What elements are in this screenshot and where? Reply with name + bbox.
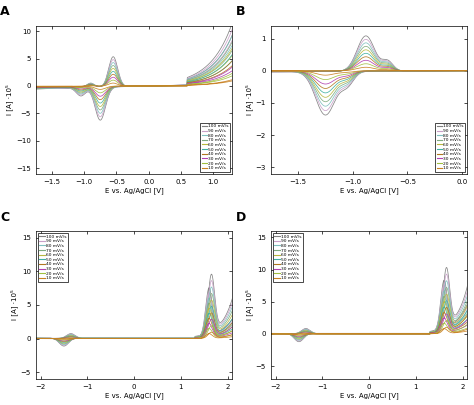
Text: D: D [236,211,246,224]
Legend: 100 mV/s, 90 mV/s, 80 mV/s, 70 mV/s, 60 mV/s, 50 mV/s, 40 mV/s, 30 mV/s, 20 mV/s: 100 mV/s, 90 mV/s, 80 mV/s, 70 mV/s, 60 … [436,123,465,172]
Y-axis label: I [A] ·10⁵: I [A] ·10⁵ [6,84,13,115]
X-axis label: E vs. Ag/AgCl [V]: E vs. Ag/AgCl [V] [340,188,399,194]
Text: A: A [0,5,10,18]
Y-axis label: I [A] ·10⁵: I [A] ·10⁵ [245,84,253,115]
Legend: 100 mV/s, 90 mV/s, 80 mV/s, 70 mV/s, 60 mV/s, 50 mV/s, 40 mV/s, 30 mV/s, 20 mV/s: 100 mV/s, 90 mV/s, 80 mV/s, 70 mV/s, 60 … [273,233,303,282]
Text: B: B [236,5,245,18]
X-axis label: E vs. Ag/AgCl [V]: E vs. Ag/AgCl [V] [105,188,164,194]
Y-axis label: I [A] ·10⁵: I [A] ·10⁵ [10,290,18,320]
Text: C: C [0,211,9,224]
X-axis label: E vs. Ag/AgCl [V]: E vs. Ag/AgCl [V] [105,393,164,399]
Legend: 100 mV/s, 90 mV/s, 80 mV/s, 70 mV/s, 60 mV/s, 50 mV/s, 40 mV/s, 30 mV/s, 20 mV/s: 100 mV/s, 90 mV/s, 80 mV/s, 70 mV/s, 60 … [201,123,230,172]
Legend: 100 mV/s, 90 mV/s, 80 mV/s, 70 mV/s, 60 mV/s, 50 mV/s, 40 mV/s, 30 mV/s, 20 mV/s: 100 mV/s, 90 mV/s, 80 mV/s, 70 mV/s, 60 … [38,233,68,282]
X-axis label: E vs. Ag/AgCl [V]: E vs. Ag/AgCl [V] [340,393,399,399]
Y-axis label: I [A] ·10⁵: I [A] ·10⁵ [245,290,253,320]
